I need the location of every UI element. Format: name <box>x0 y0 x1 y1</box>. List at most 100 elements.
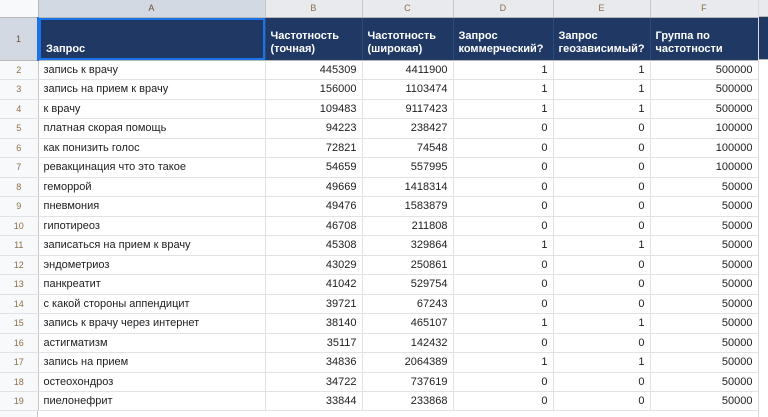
cell-frequency-group[interactable]: 50000 <box>650 255 759 275</box>
row-header-5[interactable]: 5 <box>0 118 39 139</box>
cell-exact-frequency[interactable]: 109483 <box>265 99 363 119</box>
cell-query[interactable]: как понизить голос <box>38 138 266 158</box>
cell-broad-frequency[interactable]: 1418314 <box>362 177 454 197</box>
cell-commercial[interactable]: 0 <box>453 274 554 295</box>
cell-broad-frequency[interactable]: 250861 <box>362 255 454 275</box>
cell-query[interactable]: пиелонефрит <box>38 391 266 412</box>
cell-query[interactable]: платная скорая помощь <box>38 118 266 139</box>
cell-frequency-group[interactable]: 50000 <box>650 196 759 217</box>
cell-geo-dependent[interactable]: 0 <box>553 196 651 217</box>
cell-geo-dependent[interactable]: 0 <box>553 157 651 178</box>
cell-commercial[interactable]: 0 <box>453 294 554 314</box>
cell-frequency-group[interactable]: 50000 <box>650 372 759 392</box>
cell-query[interactable]: остеохондроз <box>38 372 266 392</box>
cell-query[interactable]: астигматизм <box>38 333 266 353</box>
cell-broad-frequency[interactable]: 211808 <box>362 216 454 236</box>
row-header-9[interactable]: 9 <box>0 196 39 217</box>
cell-broad-frequency[interactable]: 1583879 <box>362 196 454 217</box>
cell-query[interactable]: с какой стороны аппендицит <box>38 294 266 314</box>
row-header-6[interactable]: 6 <box>0 138 39 158</box>
cell-broad-frequency[interactable]: 4411900 <box>362 60 454 80</box>
column-header-a[interactable]: A <box>38 0 266 18</box>
row-header-18[interactable]: 18 <box>0 372 39 392</box>
cell-broad-frequency[interactable]: 67243 <box>362 294 454 314</box>
cell-query[interactable]: эндометриоз <box>38 255 266 275</box>
cell-broad-frequency[interactable]: 737619 <box>362 372 454 392</box>
cell-broad-frequency[interactable]: 238427 <box>362 118 454 139</box>
cell-geo-dependent[interactable]: 0 <box>553 294 651 314</box>
column-header-c[interactable]: C <box>362 0 454 18</box>
cell-frequency-group[interactable]: 50000 <box>650 216 759 236</box>
row-header-11[interactable]: 11 <box>0 235 39 256</box>
cell-geo-dependent[interactable]: 0 <box>553 216 651 236</box>
cell-frequency-group[interactable]: 50000 <box>650 235 759 256</box>
cell-commercial[interactable]: 0 <box>453 138 554 158</box>
cell-geo-dependent[interactable]: 0 <box>553 118 651 139</box>
cell-geo-dependent[interactable]: 1 <box>553 313 651 334</box>
cell-query[interactable]: к врачу <box>38 99 266 119</box>
cell-geo-dependent[interactable]: 1 <box>553 60 651 80</box>
cell-query[interactable]: гипотиреоз <box>38 216 266 236</box>
cell-frequency-group[interactable]: 100000 <box>650 138 759 158</box>
cell-frequency-group[interactable]: 50000 <box>650 177 759 197</box>
cell-broad-frequency[interactable]: 74548 <box>362 138 454 158</box>
cell-commercial[interactable]: 1 <box>453 352 554 373</box>
cell-geo-dependent[interactable]: 0 <box>553 177 651 197</box>
cell-frequency-group[interactable]: 50000 <box>650 313 759 334</box>
row-header-13[interactable]: 13 <box>0 274 39 295</box>
cell-commercial[interactable]: 0 <box>453 255 554 275</box>
row-header-3[interactable]: 3 <box>0 79 39 100</box>
column-header-d[interactable]: D <box>453 0 554 18</box>
cell-commercial[interactable]: 0 <box>453 118 554 139</box>
row-header-8[interactable]: 8 <box>0 177 39 197</box>
row-header-10[interactable]: 10 <box>0 216 39 236</box>
row-header-14[interactable]: 14 <box>0 294 39 314</box>
cell-frequency-group[interactable]: 500000 <box>650 60 759 80</box>
cell-query[interactable]: записаться на прием к врачу <box>38 235 266 256</box>
cell-exact-frequency[interactable]: 49476 <box>265 196 363 217</box>
cell-broad-frequency[interactable]: 1103474 <box>362 79 454 100</box>
column-header-e[interactable]: E <box>553 0 651 18</box>
row-header-7[interactable]: 7 <box>0 157 39 178</box>
cell-query[interactable]: запись к врачу через интернет <box>38 313 266 334</box>
cell-exact-frequency[interactable]: 94223 <box>265 118 363 139</box>
header-cell-exact-frequency[interactable]: Частотность (точная) <box>265 17 363 61</box>
cell-commercial[interactable]: 1 <box>453 99 554 119</box>
cell-query[interactable]: геморрой <box>38 177 266 197</box>
cell-query[interactable]: запись на прием к врачу <box>38 79 266 100</box>
cell-geo-dependent[interactable]: 0 <box>553 333 651 353</box>
cell-exact-frequency[interactable]: 34722 <box>265 372 363 392</box>
row-header-16[interactable]: 16 <box>0 333 39 353</box>
row-header-2[interactable]: 2 <box>0 60 39 80</box>
cell-exact-frequency[interactable]: 49669 <box>265 177 363 197</box>
header-cell-broad-frequency[interactable]: Частотность (широкая) <box>362 17 454 61</box>
cell-geo-dependent[interactable]: 1 <box>553 352 651 373</box>
header-cell-geo-dependent[interactable]: Запрос геозависимый? <box>553 17 651 61</box>
cell-geo-dependent[interactable]: 0 <box>553 255 651 275</box>
row-header-4[interactable]: 4 <box>0 99 39 119</box>
cell-broad-frequency[interactable]: 329864 <box>362 235 454 256</box>
row-header-17[interactable]: 17 <box>0 352 39 373</box>
column-header-b[interactable]: B <box>265 0 363 18</box>
cell-broad-frequency[interactable]: 529754 <box>362 274 454 295</box>
cell-geo-dependent[interactable]: 0 <box>553 372 651 392</box>
cell-frequency-group[interactable]: 50000 <box>650 352 759 373</box>
cell-query[interactable]: запись на прием <box>38 352 266 373</box>
cell-commercial[interactable]: 0 <box>453 391 554 412</box>
cell-broad-frequency[interactable]: 2064389 <box>362 352 454 373</box>
row-header-12[interactable]: 12 <box>0 255 39 275</box>
row-header-19[interactable]: 19 <box>0 391 39 412</box>
row-header-15[interactable]: 15 <box>0 313 39 334</box>
cell-query[interactable]: запись к врачу <box>38 60 266 80</box>
cell-commercial[interactable]: 0 <box>453 196 554 217</box>
cell-query[interactable]: панкреатит <box>38 274 266 295</box>
cell-geo-dependent[interactable]: 0 <box>553 274 651 295</box>
cell-broad-frequency[interactable]: 9117423 <box>362 99 454 119</box>
cell-frequency-group[interactable]: 50000 <box>650 274 759 295</box>
select-all-corner[interactable] <box>0 0 39 18</box>
cell-exact-frequency[interactable]: 39721 <box>265 294 363 314</box>
cell-broad-frequency[interactable]: 142432 <box>362 333 454 353</box>
cell-commercial[interactable]: 0 <box>453 157 554 178</box>
cell-frequency-group[interactable]: 50000 <box>650 294 759 314</box>
cell-commercial[interactable]: 1 <box>453 79 554 100</box>
